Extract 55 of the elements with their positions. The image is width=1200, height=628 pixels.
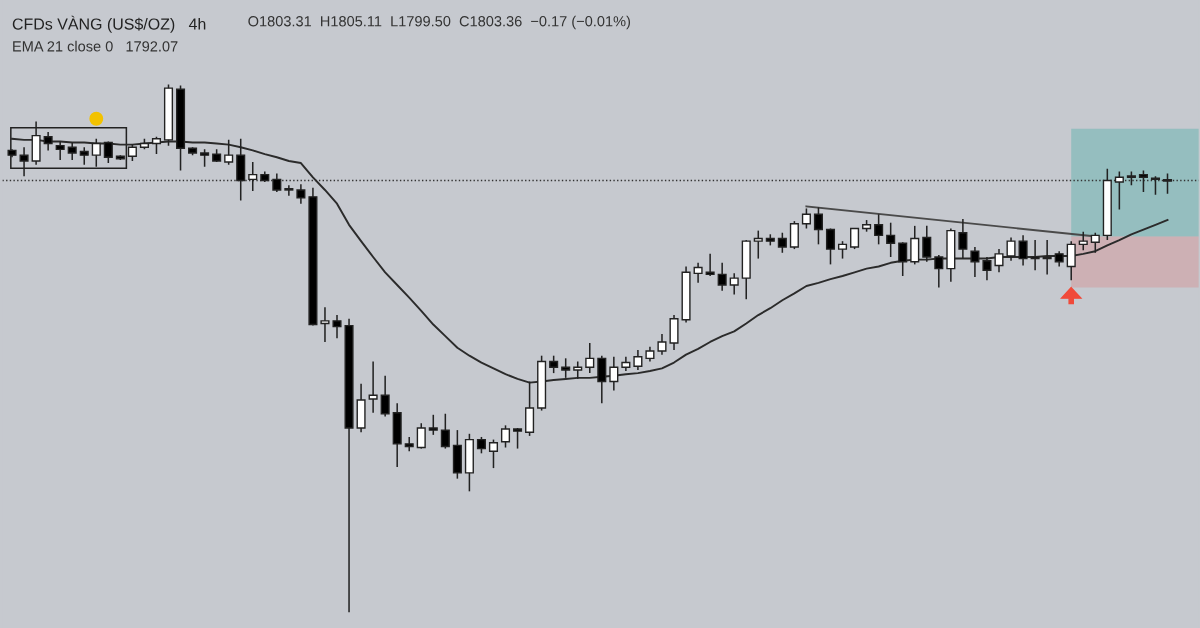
candlestick bbox=[982, 256, 992, 281]
candlestick bbox=[1018, 234, 1028, 267]
candlestick bbox=[1114, 170, 1124, 211]
candlestick bbox=[55, 140, 65, 161]
candlestick bbox=[368, 360, 378, 414]
candlestick bbox=[103, 140, 113, 164]
candlestick bbox=[813, 206, 824, 246]
candlestick bbox=[500, 424, 511, 449]
candlestick bbox=[1066, 240, 1076, 281]
candlestick bbox=[801, 207, 811, 230]
candlestick bbox=[898, 241, 908, 277]
candlestick bbox=[585, 342, 595, 374]
candlestick bbox=[958, 218, 968, 260]
candlestick bbox=[922, 225, 932, 263]
chart-title: CFDs VÀNG (US$/OZ) 4h bbox=[12, 15, 206, 33]
candlestick bbox=[850, 227, 860, 250]
candlestick bbox=[1078, 230, 1088, 251]
candlestick bbox=[874, 213, 884, 246]
candlestick bbox=[1150, 175, 1161, 196]
candlestick bbox=[284, 184, 294, 197]
candlestick bbox=[994, 248, 1004, 274]
candlestick bbox=[1030, 239, 1040, 271]
candlestick bbox=[440, 412, 450, 450]
candlestick bbox=[1006, 236, 1016, 262]
candlestick bbox=[753, 229, 763, 260]
text: EMA 21 close 0 1792.07 bbox=[13, 40, 178, 52]
candlestick bbox=[296, 183, 306, 205]
candlestick bbox=[404, 436, 414, 452]
candlestick bbox=[705, 253, 715, 277]
candlestick bbox=[657, 333, 667, 356]
candlestick bbox=[693, 262, 703, 284]
text: O1803.31 H1805.11 L1799.50 C1803.36 −0.17 (−0.01%) bbox=[248, 15, 630, 30]
candlestick bbox=[910, 225, 920, 266]
candlestick bbox=[886, 221, 896, 258]
candlestick bbox=[825, 227, 836, 266]
candlestick bbox=[1162, 172, 1173, 195]
candlestick bbox=[332, 314, 342, 340]
candlestick bbox=[729, 272, 739, 296]
candlestick bbox=[272, 172, 282, 193]
candlestick bbox=[380, 374, 390, 418]
candlestick bbox=[416, 422, 426, 450]
candlestick bbox=[717, 262, 727, 292]
candlestick bbox=[777, 231, 787, 254]
candlestick bbox=[428, 414, 438, 436]
candlestick bbox=[633, 349, 643, 371]
candlestick bbox=[789, 220, 799, 250]
candlestick bbox=[561, 357, 571, 379]
candlestick bbox=[248, 161, 258, 192]
candlestick bbox=[79, 146, 89, 166]
candlestick bbox=[320, 306, 330, 343]
candlestick bbox=[1138, 169, 1148, 193]
candlestick bbox=[934, 254, 944, 289]
candlestick bbox=[970, 246, 980, 278]
candlestick bbox=[488, 438, 499, 469]
candlestick bbox=[1090, 231, 1100, 254]
